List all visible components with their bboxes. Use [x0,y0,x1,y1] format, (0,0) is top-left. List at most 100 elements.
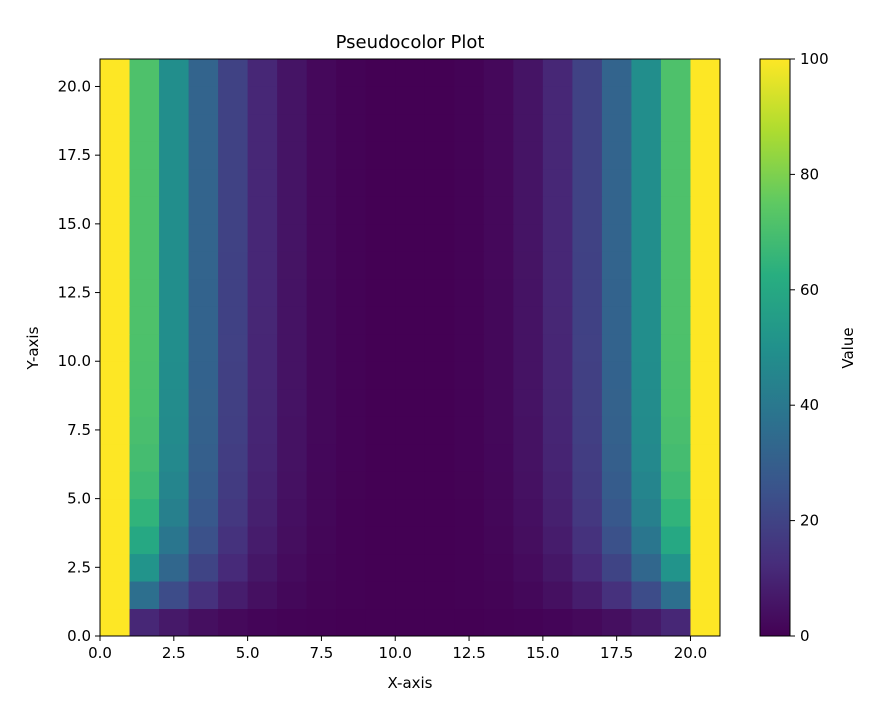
heatmap-cell [188,498,219,527]
heatmap-cell [188,333,219,362]
heatmap-cell [454,608,485,637]
y-tick-label: 5.0 [67,490,91,508]
heatmap-cell [483,223,514,252]
heatmap-cell [542,498,573,527]
heatmap-cell [542,306,573,335]
heatmap-cell [277,251,308,280]
heatmap-cell [218,113,249,142]
heatmap-cell [690,333,721,362]
heatmap-cell [483,86,514,115]
heatmap-cell [631,471,662,500]
heatmap-cell [100,608,131,637]
heatmap-cell [424,443,455,472]
heatmap-cell [513,168,544,197]
heatmap-cell [247,471,278,500]
heatmap-cell [572,306,603,335]
heatmap-cell [660,59,691,87]
heatmap-cell [601,196,632,225]
heatmap-cell [336,113,367,142]
heatmap-cell [277,168,308,197]
heatmap-cell [601,278,632,307]
heatmap-cell [395,608,426,637]
heatmap-cell [129,86,160,115]
heatmap-cell [100,251,131,280]
heatmap-cell [277,471,308,500]
heatmap-cell [129,306,160,335]
heatmap-cell [129,553,160,582]
colorbar [759,58,791,637]
heatmap-cell [631,59,662,87]
heatmap-cell [631,416,662,445]
heatmap-cell [572,251,603,280]
heatmap-cell [660,608,691,637]
heatmap-cell [513,443,544,472]
heatmap-cell [365,251,396,280]
heatmap-cell [483,113,514,142]
heatmap-cell [424,416,455,445]
heatmap-cell [513,223,544,252]
heatmap-cell [483,306,514,335]
heatmap-cell [277,581,308,610]
heatmap-cell [100,333,131,362]
heatmap-cell [542,333,573,362]
heatmap-cell [159,141,190,170]
x-axis-ticks: 0.0 2.5 5.0 7.5 10.0 12.5 15.0 17.5 20.0 [88,636,707,662]
heatmap-cell [365,608,396,637]
heatmap-cell [100,471,131,500]
heatmap-cell [336,168,367,197]
heatmap-cell [277,223,308,252]
heatmap-cell [631,581,662,610]
heatmap-cell [365,471,396,500]
heatmap-cell [572,471,603,500]
heatmap-cell [690,361,721,390]
heatmap-cell [454,416,485,445]
heatmap-cell [631,251,662,280]
heatmap-cell [454,278,485,307]
heatmap-cell [218,333,249,362]
heatmap-cell [690,86,721,115]
heatmap-cell [513,581,544,610]
heatmap-cell [660,168,691,197]
heatmap-cell [424,86,455,115]
heatmap-cell [336,223,367,252]
heatmap-cell [542,251,573,280]
heatmap-cell [424,168,455,197]
heatmap-cell [365,113,396,142]
heatmap-cell [454,388,485,417]
heatmap-cell [218,196,249,225]
heatmap-cell [660,581,691,610]
heatmap-cell [100,113,131,142]
heatmap-cell [188,59,219,87]
heatmap-cell [247,168,278,197]
heatmap-cell [247,388,278,417]
heatmap-cell [424,333,455,362]
heatmap-cell [159,553,190,582]
heatmap-cell [690,168,721,197]
heatmap-cell [660,306,691,335]
heatmap-cell [601,251,632,280]
heatmap-cell [660,553,691,582]
heatmap-cell [601,471,632,500]
heatmap-cell [690,141,721,170]
heatmap-cell [483,581,514,610]
y-tick-label: 17.5 [58,146,91,164]
heatmap-cell [306,278,337,307]
heatmap-cell [336,86,367,115]
heatmap-cell [454,581,485,610]
heatmap-cell [483,278,514,307]
heatmap-cell [159,168,190,197]
heatmap-cell [424,581,455,610]
heatmap-cell [395,498,426,527]
heatmap-cell [454,196,485,225]
heatmap-cell [100,416,131,445]
heatmap-cell [129,251,160,280]
chart-title: Pseudocolor Plot [336,32,485,53]
heatmap-cell [188,471,219,500]
heatmap-cell [395,278,426,307]
heatmap-cell [454,306,485,335]
heatmap-cell [100,278,131,307]
heatmap-cell [336,608,367,637]
heatmap-cell [365,388,396,417]
heatmap-cell [306,361,337,390]
